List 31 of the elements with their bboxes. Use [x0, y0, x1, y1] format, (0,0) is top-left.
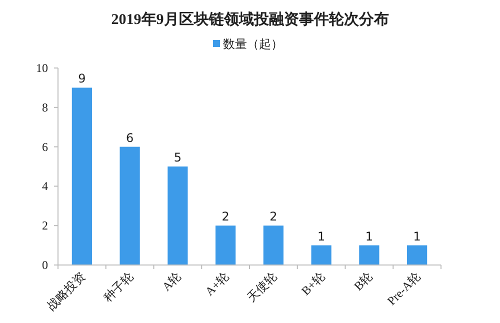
x-tick-label: B+轮	[298, 269, 328, 298]
bar	[72, 88, 92, 265]
x-tick-label: B轮	[351, 269, 376, 294]
y-tick-label: 10	[36, 61, 48, 75]
data-label: 2	[270, 210, 278, 224]
bar	[120, 146, 140, 265]
data-label: 5	[174, 150, 182, 164]
bar	[216, 226, 236, 265]
y-tick-label: 8	[42, 100, 48, 114]
chart-title: 2019年9月区块链领域投融资事件轮次分布	[111, 11, 389, 28]
x-tick-label: 种子轮	[100, 269, 136, 305]
bar	[263, 226, 284, 265]
bar	[311, 245, 332, 265]
x-tick-label: A+轮	[202, 269, 232, 299]
data-label: 1	[317, 229, 326, 244]
y-tick-label: 4	[42, 179, 48, 194]
y-tick-label: 2	[42, 218, 48, 233]
data-label: 6	[126, 130, 134, 145]
bar	[359, 245, 380, 265]
y-tick-label: 0	[42, 258, 48, 272]
y-tick-label: 6	[42, 140, 48, 154]
x-tick-label: 天使轮	[244, 269, 280, 305]
data-label: 1	[413, 229, 421, 244]
data-label: 9	[78, 72, 86, 86]
data-label: 2	[222, 210, 230, 224]
legend-label: 数量（起）	[223, 37, 283, 51]
x-tick-label: A轮	[159, 269, 184, 294]
bar	[407, 245, 428, 265]
data-label: 1	[365, 229, 374, 244]
x-tick-label: 战略投资	[44, 269, 88, 314]
bar	[168, 166, 188, 265]
